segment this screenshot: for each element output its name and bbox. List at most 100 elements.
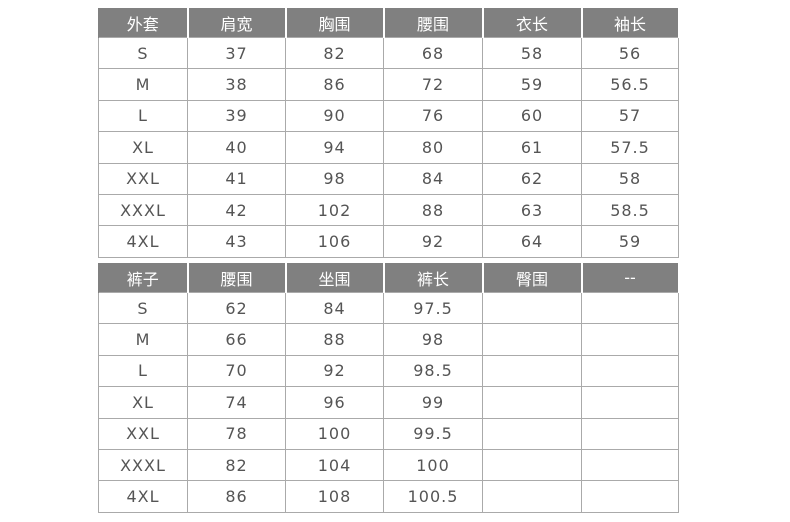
header-cell: 胸围 [284, 8, 385, 38]
measurement-cell: 68 [383, 36, 483, 70]
measurement-cell: 100 [285, 417, 384, 450]
table-row: 4XL 86 108 100.5 [98, 480, 679, 513]
measurement-cell: 41 [187, 162, 286, 195]
measurement-cell [581, 323, 679, 356]
size-label-cell: L [98, 354, 188, 388]
measurement-cell [581, 448, 679, 482]
measurement-cell: 58 [581, 162, 679, 195]
measurement-cell: 98.5 [383, 354, 483, 388]
measurement-cell: 56.5 [581, 68, 679, 101]
measurement-cell: 62 [187, 291, 286, 325]
size-label-cell: M [98, 68, 188, 101]
measurement-cell: 96 [285, 386, 384, 419]
measurement-cell: 102 [285, 193, 384, 227]
size-label-cell: L [98, 99, 188, 133]
measurement-cell: 94 [285, 131, 384, 164]
measurement-cell: 99 [383, 386, 483, 419]
table-row: XXL 78 100 99.5 [98, 417, 679, 450]
size-label-cell: XXL [98, 417, 188, 450]
measurement-cell [482, 386, 582, 419]
jacket-header-row: 外套 肩宽 胸围 腰围 衣长 袖长 [98, 8, 680, 38]
measurement-cell [482, 354, 582, 388]
measurement-cell: 74 [187, 386, 286, 419]
header-cell: 裤长 [382, 263, 484, 293]
measurement-cell: 100.5 [383, 480, 483, 513]
measurement-cell: 98 [285, 162, 384, 195]
measurement-cell: 76 [383, 99, 483, 133]
table-row: M 66 88 98 [98, 323, 679, 356]
header-cell: 肩宽 [186, 8, 287, 38]
header-cell: 腰围 [186, 263, 287, 293]
size-label-cell: XXXL [98, 193, 188, 227]
measurement-cell: 59 [482, 68, 582, 101]
measurement-cell [581, 417, 679, 450]
size-label-cell: S [98, 291, 188, 325]
table-row: XXL 41 98 84 62 58 [98, 162, 679, 195]
table-row: XXXL 42 102 88 63 58.5 [98, 193, 679, 227]
measurement-cell [581, 386, 679, 419]
measurement-cell [581, 291, 679, 325]
measurement-cell: 97.5 [383, 291, 483, 325]
measurement-cell: 60 [482, 99, 582, 133]
table-row: S 62 84 97.5 [98, 291, 679, 325]
table-row: XXXL 82 104 100 [98, 448, 679, 482]
measurement-cell: 78 [187, 417, 286, 450]
measurement-cell: 38 [187, 68, 286, 101]
jacket-body: S 37 82 68 58 56 M 38 86 72 59 56.5 L 39 90 76 60 57 XL 40 9… [98, 36, 679, 258]
jacket-size-table: 外套 肩宽 胸围 腰围 衣长 袖长 S 37 82 68 58 56 M 38 86 72 59 56.5 L 39… [98, 8, 680, 258]
measurement-cell: 43 [187, 225, 286, 258]
measurement-cell: 84 [285, 291, 384, 325]
size-label-cell: 4XL [98, 480, 188, 513]
measurement-cell [581, 480, 679, 513]
measurement-cell: 40 [187, 131, 286, 164]
size-label-cell: XXL [98, 162, 188, 195]
pants-header-row: 裤子 腰围 坐围 裤长 臀围 -- [98, 263, 680, 293]
measurement-cell: 37 [187, 36, 286, 70]
measurement-cell: 88 [285, 323, 384, 356]
measurement-cell: 57.5 [581, 131, 679, 164]
measurement-cell [482, 480, 582, 513]
measurement-cell: 92 [383, 225, 483, 258]
measurement-cell: 100 [383, 448, 483, 482]
measurement-cell [482, 291, 582, 325]
measurement-cell: 106 [285, 225, 384, 258]
header-cell: 袖长 [580, 8, 680, 38]
header-cell: 坐围 [284, 263, 385, 293]
size-label-cell: M [98, 323, 188, 356]
table-row: S 37 82 68 58 56 [98, 36, 679, 70]
measurement-cell: 88 [383, 193, 483, 227]
measurement-cell: 57 [581, 99, 679, 133]
header-cell: -- [580, 263, 680, 293]
measurement-cell: 61 [482, 131, 582, 164]
measurement-cell: 99.5 [383, 417, 483, 450]
measurement-cell: 98 [383, 323, 483, 356]
measurement-cell [482, 417, 582, 450]
table-row: 4XL 43 106 92 64 59 [98, 225, 679, 258]
table-row: XL 74 96 99 [98, 386, 679, 419]
size-label-cell: XL [98, 131, 188, 164]
measurement-cell: 72 [383, 68, 483, 101]
measurement-cell: 108 [285, 480, 384, 513]
table-row: L 39 90 76 60 57 [98, 99, 679, 133]
table-row: XL 40 94 80 61 57.5 [98, 131, 679, 164]
header-cell: 臀围 [481, 263, 583, 293]
measurement-cell: 58.5 [581, 193, 679, 227]
measurement-cell: 92 [285, 354, 384, 388]
header-cell: 腰围 [382, 8, 484, 38]
table-row: L 70 92 98.5 [98, 354, 679, 388]
measurement-cell: 39 [187, 99, 286, 133]
measurement-cell: 70 [187, 354, 286, 388]
measurement-cell [581, 354, 679, 388]
measurement-cell [482, 323, 582, 356]
header-cell: 外套 [98, 8, 189, 38]
size-label-cell: XXXL [98, 448, 188, 482]
header-cell: 裤子 [98, 263, 189, 293]
size-label-cell: XL [98, 386, 188, 419]
measurement-cell: 86 [187, 480, 286, 513]
measurement-cell: 42 [187, 193, 286, 227]
measurement-cell: 62 [482, 162, 582, 195]
pants-body: S 62 84 97.5 M 66 88 98 L 70 92 98.5 XL 74 96 99 XXL 78 10… [98, 291, 679, 513]
measurement-cell: 64 [482, 225, 582, 258]
measurement-cell: 84 [383, 162, 483, 195]
measurement-cell: 56 [581, 36, 679, 70]
